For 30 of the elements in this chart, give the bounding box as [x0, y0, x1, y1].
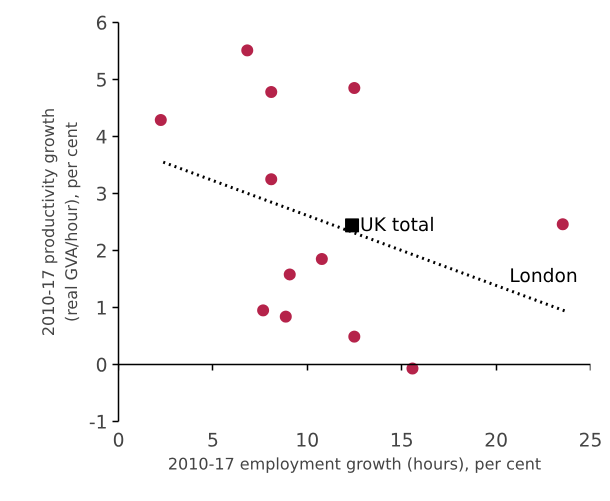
x-tick-label: 5: [206, 430, 219, 452]
point: [556, 218, 569, 230]
point: [265, 173, 278, 186]
x-tick-label: 10: [295, 430, 320, 452]
x-tick-label: 20: [484, 430, 508, 452]
x-tick-label: 0: [112, 430, 124, 452]
point: [241, 44, 254, 56]
point: [265, 86, 278, 98]
point: [257, 304, 270, 316]
series-label: UK total: [360, 214, 435, 236]
y-tick-label: 0: [96, 356, 108, 376]
point: [345, 218, 360, 232]
point: [280, 310, 292, 323]
y-tick-label: 4: [96, 128, 108, 148]
y-tick-label: 2: [96, 242, 108, 262]
y-tick-label: 5: [96, 70, 108, 92]
point: [284, 268, 296, 280]
x-tick-label: 15: [390, 430, 414, 452]
y-tick-label: 1: [96, 298, 108, 320]
text: London: [509, 266, 578, 287]
y-tick-label: 6: [96, 14, 108, 34]
y-axis-title: 2010-17 productivity growth (real GVA/hour), per cent: [39, 108, 81, 336]
point: [348, 82, 360, 94]
y-tick-label: -1: [88, 412, 108, 434]
y-tick-label: 3: [96, 184, 108, 206]
point: [154, 114, 167, 126]
point: [348, 330, 360, 343]
x-axis-title: 2010-17 employment growth (hours), per cent: [168, 454, 542, 474]
point: [316, 253, 328, 266]
x-tick-label: 25: [578, 430, 602, 452]
